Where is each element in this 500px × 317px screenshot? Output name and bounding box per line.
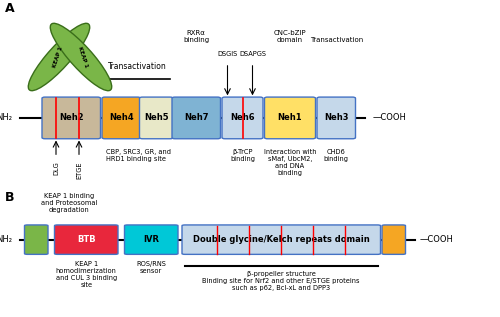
Text: KEAP 1: KEAP 1 bbox=[76, 46, 88, 68]
Text: DSAPGS: DSAPGS bbox=[239, 51, 266, 57]
Text: Neh7: Neh7 bbox=[184, 113, 208, 122]
Ellipse shape bbox=[50, 23, 112, 91]
FancyBboxPatch shape bbox=[24, 225, 48, 254]
Text: Transactivation: Transactivation bbox=[108, 62, 167, 71]
Text: Neh5: Neh5 bbox=[144, 113, 169, 122]
Text: β-TrCP
binding: β-TrCP binding bbox=[230, 149, 255, 162]
FancyBboxPatch shape bbox=[172, 97, 220, 139]
Text: —COOH: —COOH bbox=[372, 113, 406, 122]
Text: CBP, SRC3, GR, and
HRD1 binding site: CBP, SRC3, GR, and HRD1 binding site bbox=[106, 149, 171, 162]
Text: DSGIS: DSGIS bbox=[218, 51, 238, 57]
FancyBboxPatch shape bbox=[124, 225, 178, 254]
FancyBboxPatch shape bbox=[382, 225, 406, 254]
Text: —COOH: —COOH bbox=[420, 235, 454, 244]
FancyBboxPatch shape bbox=[54, 225, 118, 254]
Text: Neh2: Neh2 bbox=[59, 113, 84, 122]
Text: ETGE: ETGE bbox=[76, 161, 82, 179]
Text: Neh1: Neh1 bbox=[278, 113, 302, 122]
FancyBboxPatch shape bbox=[264, 97, 316, 139]
FancyBboxPatch shape bbox=[317, 97, 356, 139]
Text: Double glycine/Kelch repeats domain: Double glycine/Kelch repeats domain bbox=[193, 235, 370, 244]
Text: Neh4: Neh4 bbox=[109, 113, 134, 122]
Text: KEAP 1 binding
and Proteosomal
degradation: KEAP 1 binding and Proteosomal degradati… bbox=[40, 193, 97, 213]
Text: RXRα
binding: RXRα binding bbox=[183, 30, 210, 43]
Text: B: B bbox=[5, 191, 15, 204]
FancyBboxPatch shape bbox=[140, 97, 173, 139]
Text: DLG: DLG bbox=[53, 161, 59, 175]
Text: CNC-bZIP
domain: CNC-bZIP domain bbox=[274, 30, 306, 43]
Text: KEAP 1
homodimerization
and CUL 3 binding
site: KEAP 1 homodimerization and CUL 3 bindin… bbox=[56, 261, 117, 288]
Ellipse shape bbox=[28, 23, 90, 91]
FancyBboxPatch shape bbox=[42, 97, 100, 139]
Text: ROS/RNS
sensor: ROS/RNS sensor bbox=[136, 261, 166, 274]
Text: Neh6: Neh6 bbox=[230, 113, 255, 122]
Text: IVR: IVR bbox=[144, 235, 159, 244]
Text: BTB: BTB bbox=[77, 235, 96, 244]
FancyBboxPatch shape bbox=[102, 97, 141, 139]
Text: A: A bbox=[5, 2, 15, 15]
Text: β-propeller structure
Binding site for Nrf2 and other E/STGE proteins
such as p6: β-propeller structure Binding site for N… bbox=[202, 271, 360, 291]
Text: KEAP 1: KEAP 1 bbox=[52, 46, 64, 68]
Text: Transactivation: Transactivation bbox=[310, 37, 363, 43]
FancyBboxPatch shape bbox=[222, 97, 263, 139]
Text: Neh3: Neh3 bbox=[324, 113, 348, 122]
Text: NH₂: NH₂ bbox=[0, 235, 12, 244]
Text: Interaction with
sMaf, UbcM2,
and DNA
binding: Interaction with sMaf, UbcM2, and DNA bi… bbox=[264, 149, 316, 176]
Text: CHD6
binding: CHD6 binding bbox=[324, 149, 349, 162]
FancyBboxPatch shape bbox=[182, 225, 380, 254]
Text: NH₂: NH₂ bbox=[0, 113, 12, 122]
